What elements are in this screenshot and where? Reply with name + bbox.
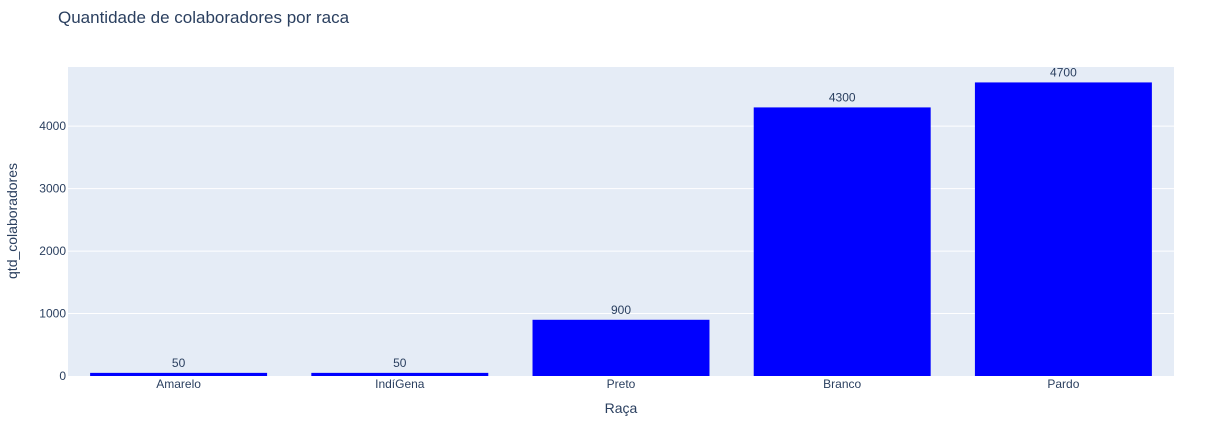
x-tick-label: Pardo — [1047, 377, 1079, 391]
y-tick-label: 0 — [59, 369, 66, 383]
data-label: 900 — [611, 303, 631, 317]
y-axis-ticks: 0 1000 2000 3000 4000 — [39, 119, 66, 383]
x-tick-label: Preto — [607, 377, 636, 391]
y-tick-label: 1000 — [39, 307, 66, 321]
x-tick-label: Branco — [823, 377, 861, 391]
chart-title: Quantidade de colaboradores por raca — [58, 8, 350, 27]
bars — [90, 82, 1152, 377]
x-tick-label: Amarelo — [156, 377, 201, 391]
bar-pardo[interactable] — [974, 82, 1152, 377]
bar-indígena[interactable] — [311, 372, 489, 376]
data-label: 50 — [393, 356, 407, 370]
bar-amarelo[interactable] — [90, 372, 268, 376]
x-axis-ticks: Amarelo IndíGena Preto Branco Pardo — [156, 377, 1079, 391]
y-tick-label: 3000 — [39, 182, 66, 196]
y-tick-label: 4000 — [39, 119, 66, 133]
data-label: 4700 — [1050, 65, 1077, 79]
data-label: 50 — [172, 356, 186, 370]
bar-branco[interactable] — [753, 107, 931, 377]
bar-preto[interactable] — [532, 319, 710, 376]
data-labels: 50 50 900 4300 4700 — [172, 65, 1077, 369]
x-axis-title: Raça — [605, 400, 638, 416]
data-label: 4300 — [829, 90, 856, 104]
y-tick-label: 2000 — [39, 244, 66, 258]
x-tick-label: IndíGena — [375, 377, 425, 391]
y-axis-title: qtd_colaboradores — [4, 163, 20, 279]
